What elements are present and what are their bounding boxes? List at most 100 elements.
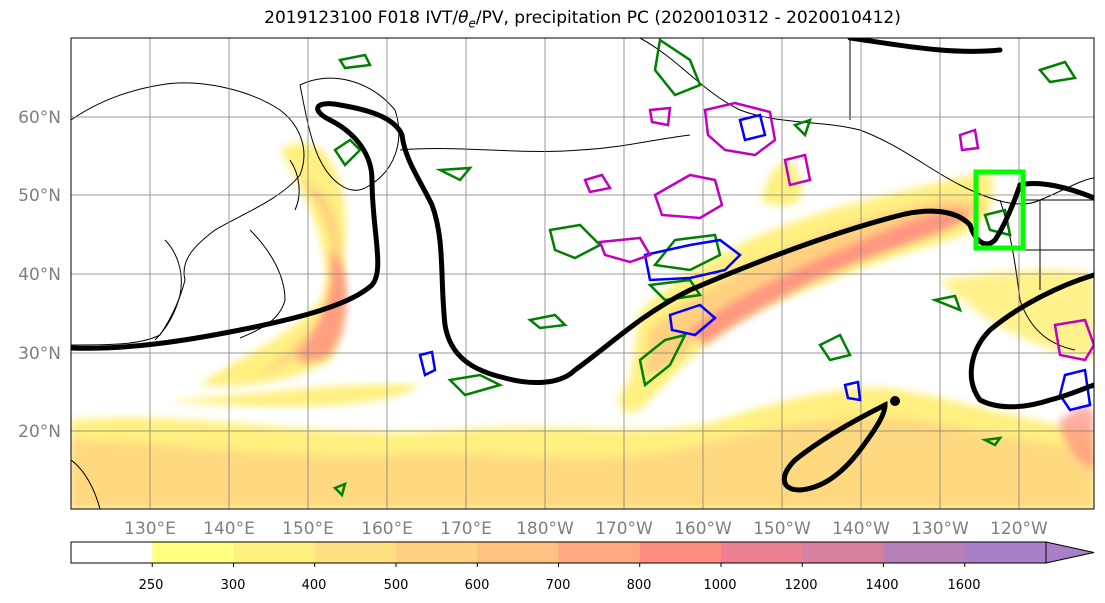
korea-coastline: [154, 239, 182, 341]
colorbar-tick-label: 1600: [947, 578, 980, 593]
pv-contour: [447, 373, 504, 397]
political-borders: [849, 38, 1094, 290]
philippines-coastline: [71, 459, 101, 509]
lon-label: 140°E: [203, 519, 255, 539]
pv-contour: [980, 436, 1003, 447]
colorbar: 250 300 400 500 600 700 800 1000 1200 14…: [70, 541, 1095, 593]
colorbar-tick-label: 1000: [703, 578, 736, 593]
colorbar-swatch: [477, 542, 559, 563]
lon-label: 150°W: [753, 519, 811, 539]
ivt-region: [200, 142, 346, 387]
lon-label: 160°W: [674, 519, 732, 539]
title-suffix: /PV, precipitation PC (2020010312 - 2020…: [475, 8, 901, 28]
negative-pv-contours: [418, 113, 1092, 412]
precip-pc-contour: [1053, 318, 1094, 362]
colorbar-tick-label: 500: [384, 578, 409, 593]
colorbar-swatch: [314, 542, 397, 563]
colorbar-tick-label: 400: [302, 578, 327, 593]
colorbar-tick-label: 800: [627, 578, 652, 593]
lon-label: 170°E: [440, 519, 492, 539]
pv-contour: [548, 223, 603, 260]
title-prefix: 2019123100 F018 IVT/: [264, 8, 459, 28]
negative-pv-contour: [668, 303, 717, 337]
lat-axis: 60°N 50°N 40°N 30°N 20°N: [18, 108, 61, 442]
map-title: 2019123100 F018 IVT/θe/PV, precipitation…: [0, 8, 1105, 30]
ivt-region: [71, 416, 1094, 509]
theta-e-contour: [71, 101, 973, 385]
pv-contour: [337, 53, 372, 70]
aleutian-islands: [399, 134, 691, 152]
colorbar-extend-arrow: [1045, 541, 1095, 564]
lon-label: 130°W: [911, 519, 969, 539]
pv-contour: [638, 333, 688, 388]
lon-label: 130°E: [124, 519, 176, 539]
lon-label: 120°W: [990, 519, 1048, 539]
coastline-layer: [71, 38, 1094, 509]
precip-pc-contours: [583, 101, 1094, 362]
pv-contour: [647, 278, 703, 302]
colorbar-tick-label: 300: [221, 578, 246, 593]
precip-pc-contour: [598, 236, 652, 264]
precip-pc-contour: [653, 173, 724, 220]
colorbar-swatch: [883, 542, 966, 563]
colorbar-tick-labels: 250 300 400 500 600 700 800 1000 1200 14…: [139, 578, 981, 593]
theta-e-contour: [781, 400, 888, 493]
lat-label: 30°N: [18, 344, 61, 364]
precip-pc-contour: [583, 173, 613, 194]
pv-contour: [983, 208, 1012, 237]
colorbar-segments: [70, 541, 1095, 567]
colorbar-tick-label: 700: [546, 578, 571, 593]
negative-pv-contour: [643, 238, 742, 282]
sakhalin-coastline: [289, 159, 300, 211]
colorbar-swatch: [152, 542, 234, 563]
precip-pc-contour: [958, 128, 980, 152]
lat-label: 60°N: [18, 108, 61, 128]
japan-coastline: [239, 229, 286, 339]
plot-frame: [70, 37, 1095, 510]
colorbar-swatch: [233, 542, 316, 563]
pv-contour: [930, 294, 963, 313]
title-symbol: θ: [458, 8, 469, 28]
lat-label: 50°N: [18, 186, 61, 206]
pv-contours: [332, 38, 1078, 498]
pv-contour: [653, 38, 702, 97]
lon-label: 170°W: [595, 519, 653, 539]
precip-pc-contour: [648, 106, 672, 127]
ivt-region: [170, 383, 420, 408]
ivt-region: [297, 250, 347, 362]
lon-label: 140°W: [832, 519, 890, 539]
theta-e-contours: [71, 38, 1094, 493]
negative-pv-contour: [738, 113, 767, 142]
colorbar-tick-label: 1400: [865, 578, 898, 593]
lat-label: 20°N: [18, 422, 61, 442]
pv-contour: [818, 333, 852, 362]
lon-axis: 130°E 140°E 150°E 160°E 170°E 180°W 170°…: [124, 519, 1048, 539]
pv-contour: [792, 118, 812, 138]
contour-layer: [71, 38, 1094, 498]
colorbar-swatch: [558, 542, 641, 563]
ivt-fill-layer: [71, 142, 1094, 509]
colorbar-tick-label: 600: [465, 578, 490, 593]
lon-label: 180°W: [516, 519, 574, 539]
pv-contour: [332, 481, 347, 498]
colorbar-swatch: [639, 542, 722, 563]
colorbar-swatch: [964, 542, 1047, 563]
precip-pc-contour: [703, 101, 777, 157]
colorbar-swatch: [71, 542, 153, 563]
target-region-box: [973, 169, 1026, 251]
lon-label: 150°E: [282, 519, 334, 539]
colorbar-swatch: [721, 542, 803, 563]
theta-e-contour-dot: [890, 396, 900, 406]
negative-pv-contour: [418, 350, 437, 377]
pv-contour: [652, 233, 722, 272]
pv-contour: [333, 138, 362, 167]
colorbar-swatch: [396, 542, 478, 563]
colorbar-tick-label: 1200: [784, 578, 817, 593]
theta-e-contour: [967, 180, 1094, 247]
title-subscript: e: [468, 16, 476, 31]
theta-e-contour: [968, 272, 1094, 410]
gridlines: [71, 38, 1094, 509]
theta-e-contour: [847, 38, 1003, 54]
precip-pc-contour: [783, 153, 812, 187]
